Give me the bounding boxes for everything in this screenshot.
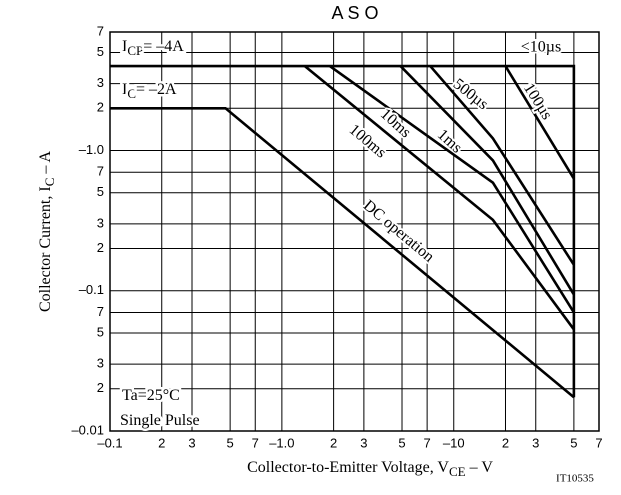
x-axis-label-rest: – V [466, 459, 494, 476]
y-tick-label: 7 [97, 164, 104, 179]
annotation-main: I [122, 38, 127, 55]
y-tick-label: –1.0 [79, 142, 104, 157]
soa-curve [504, 65, 575, 180]
x-tick-label: 2 [158, 435, 165, 450]
annotation: IC= –2A [122, 81, 177, 101]
x-axis-label-main: Collector-to-Emitter Voltage, V [247, 459, 449, 476]
y-tick-label: –0.01 [71, 422, 104, 437]
plot-frame [109, 31, 600, 432]
x-tick-label: 2 [502, 435, 509, 450]
y-tick-label: 5 [97, 184, 104, 199]
soa-curve [110, 64, 576, 398]
annotation-sub: C [127, 86, 136, 101]
y-tick-label: 2 [97, 240, 104, 255]
curve-label: <10µs [521, 39, 561, 56]
y-tick-label: 5 [97, 44, 104, 59]
x-tick-label: 3 [360, 435, 367, 450]
x-axis-label-sub: CE [449, 464, 466, 479]
annotation-rest: = –2A [136, 81, 177, 98]
figure-code: IT10535 [556, 473, 594, 485]
curve-label: DC operation [360, 197, 437, 266]
x-tick-label: 2 [330, 435, 337, 450]
y-tick-label: 5 [97, 324, 104, 339]
x-tick-label: –1.0 [269, 435, 294, 450]
y-tick-label: 3 [97, 75, 104, 90]
y-axis-label: Collector Current, IC – A [37, 151, 57, 313]
curve-label: 100ms [346, 121, 390, 161]
x-tick-label: 3 [532, 435, 539, 450]
x-axis-label: Collector-to-Emitter Voltage, VCE – V [247, 459, 493, 479]
x-tick-label: 3 [188, 435, 195, 450]
x-tick-label: 7 [252, 435, 259, 450]
x-tick-label: 5 [398, 435, 405, 450]
chart-title: A S O [331, 3, 378, 23]
annotation-main: Single Pulse [120, 412, 200, 429]
y-tick-label: 7 [97, 304, 104, 319]
x-tick-label: 7 [595, 435, 602, 450]
annotation-rest: = –4A [143, 38, 184, 55]
x-tick-label: 5 [227, 435, 234, 450]
annotation: Single Pulse [120, 412, 200, 429]
soa-curve [304, 65, 575, 331]
y-tick-label: 2 [97, 100, 104, 115]
annotation-main: I [122, 81, 127, 98]
curve-label: 100µs [520, 80, 555, 122]
soa-curve [429, 65, 575, 266]
soa-curve [329, 65, 575, 314]
y-axis-label-rest: – A [37, 151, 54, 178]
soa-curve [110, 107, 575, 399]
y-axis-label-sub: C [42, 178, 57, 187]
y-tick-label: 2 [97, 380, 104, 395]
y-tick-label: 3 [97, 215, 104, 230]
annotation: Ta=25°C [122, 387, 180, 404]
y-tick-label: 3 [97, 356, 104, 371]
x-tick-label: –0.1 [97, 435, 122, 450]
soa-curve [399, 65, 575, 296]
x-tick-label: 5 [570, 435, 577, 450]
curve-label: 10ms [377, 105, 414, 141]
x-tick-label: –10 [443, 435, 465, 450]
annotation: ICP= –4A [122, 38, 184, 58]
annotation-sub: CP [127, 43, 143, 58]
annotation-main: Ta=25°C [122, 387, 180, 404]
y-tick-label: –0.1 [79, 282, 104, 297]
y-tick-label: 7 [97, 23, 104, 38]
y-axis-label-main: Collector Current, I [37, 186, 54, 312]
x-tick-label: 7 [424, 435, 431, 450]
